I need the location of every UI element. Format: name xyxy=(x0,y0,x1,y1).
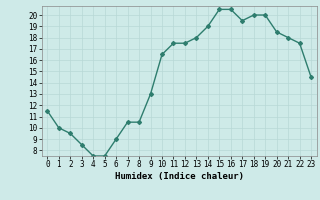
X-axis label: Humidex (Indice chaleur): Humidex (Indice chaleur) xyxy=(115,172,244,181)
